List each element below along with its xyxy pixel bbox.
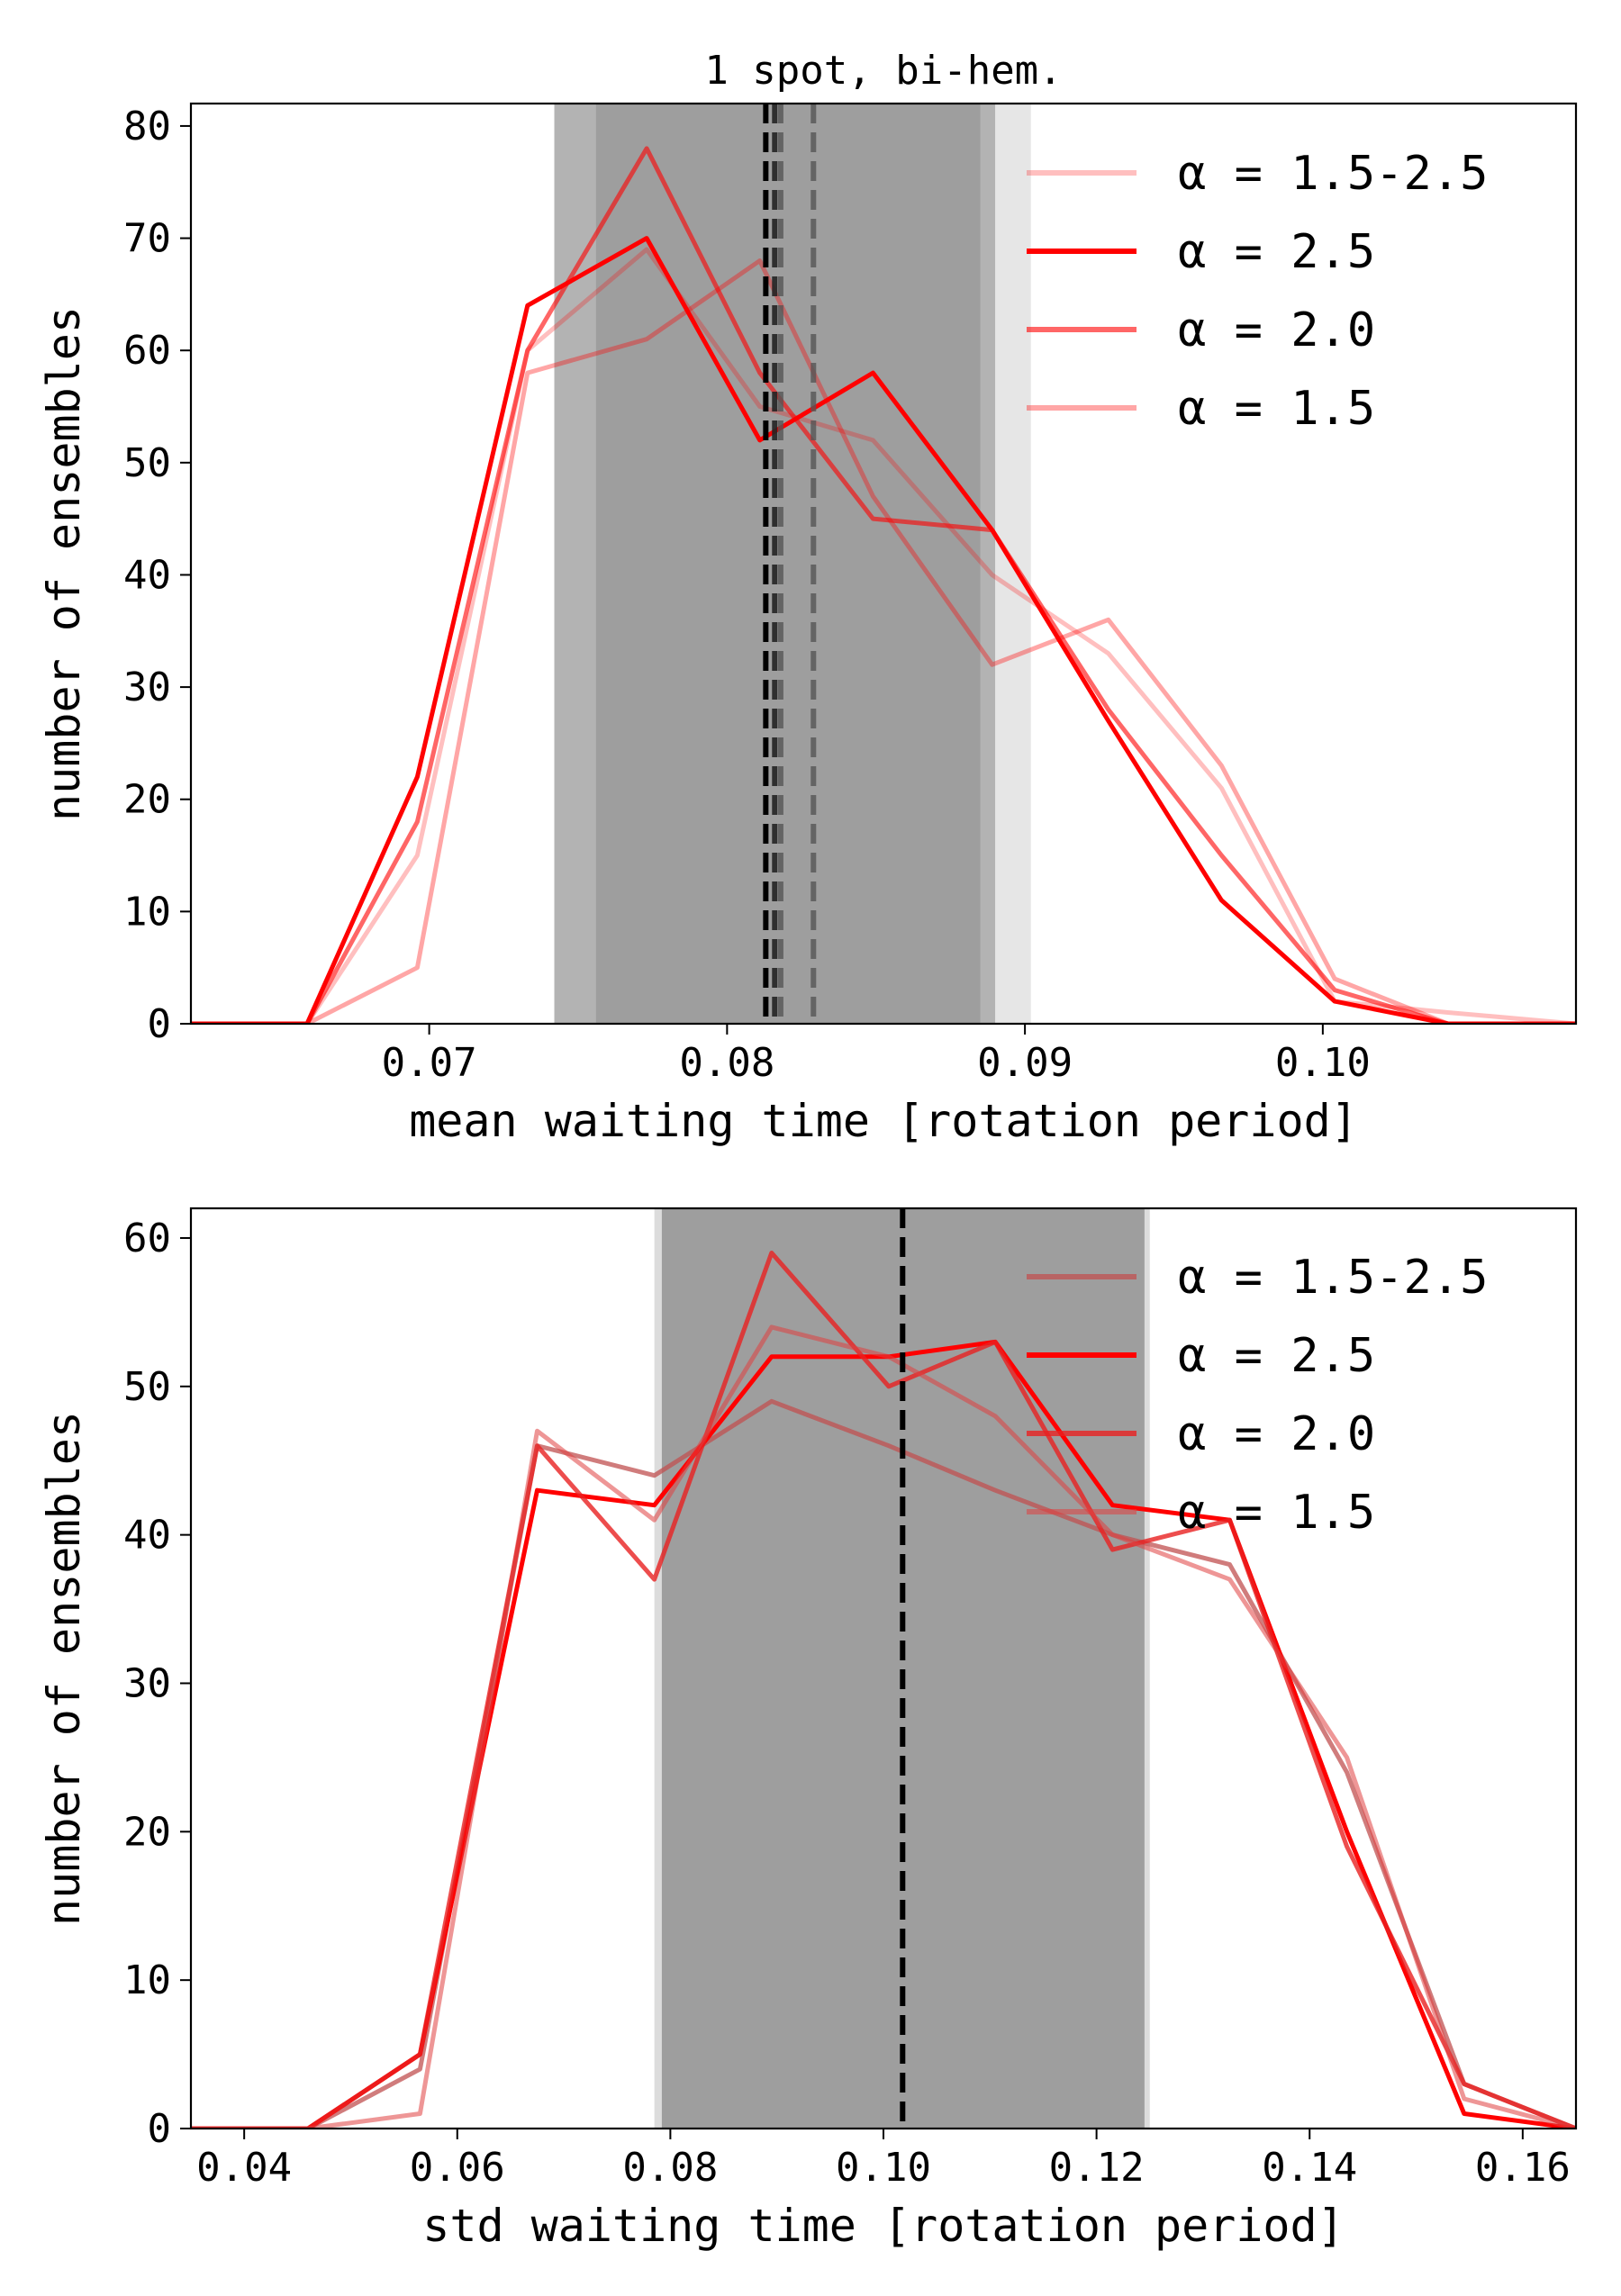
top-xtick-label-3: 0.10 — [1275, 1040, 1371, 1086]
top-y-axis-label: number of ensembles — [38, 306, 90, 821]
top-legend-label-1: α = 2.5 — [1178, 225, 1375, 279]
top-band-2 — [595, 104, 981, 1024]
top-xtick-label-0: 0.07 — [382, 1040, 477, 1086]
bottom-y-axis-label: number of ensembles — [38, 1411, 90, 1926]
top-xtick-label-1: 0.08 — [679, 1040, 774, 1086]
bottom-ytick-label-1: 10 — [123, 1957, 171, 2003]
bottom-ytick-label-3: 30 — [123, 1660, 171, 1706]
top-ytick-label-0: 0 — [148, 1001, 172, 1047]
top-ytick-label-8: 80 — [123, 104, 171, 149]
top-x-axis-label: mean waiting time [rotation period] — [409, 1095, 1358, 1147]
top-series-line-2 — [191, 146, 1576, 1024]
bottom-ytick-label-5: 50 — [123, 1364, 171, 1410]
bottom-ytick-label-0: 0 — [148, 2106, 172, 2152]
top-ytick-label-5: 50 — [123, 440, 171, 486]
bottom-x-axis-label: std waiting time [rotation period] — [422, 2200, 1345, 2252]
bottom-chart: 0.04 0.06 0.08 0.10 0.12 0.14 0.16 0 10 20 30 40 50 6… — [38, 1207, 1578, 2252]
top-ytick-label-6: 60 — [123, 328, 171, 374]
bottom-xtick-label-3: 0.10 — [836, 2145, 931, 2191]
top-chart-title: 1 spot, bi-hem. — [704, 48, 1062, 94]
top-legend-label-2: α = 2.0 — [1178, 303, 1375, 357]
bottom-legend-label-1: α = 2.5 — [1178, 1329, 1375, 1383]
bottom-plot-area — [191, 1208, 1576, 2129]
bottom-xtick-label-4: 0.12 — [1049, 2145, 1145, 2191]
top-axes-frame — [189, 102, 1578, 1026]
bottom-series-line-3 — [191, 1324, 1576, 2129]
bottom-xtick-label-1: 0.06 — [410, 2145, 505, 2191]
top-ytick-label-3: 30 — [123, 664, 171, 710]
bottom-legend-label-2: α = 2.0 — [1178, 1407, 1375, 1461]
bottom-ytick-label-2: 20 — [123, 1809, 171, 1855]
top-xtick-label-2: 0.09 — [977, 1040, 1073, 1086]
top-ytick-label-2: 20 — [123, 777, 171, 823]
bottom-legend-label-0: α = 1.5-2.5 — [1178, 1251, 1488, 1305]
bottom-ytick-label-4: 40 — [123, 1513, 171, 1559]
bottom-legend-label-3: α = 1.5 — [1178, 1486, 1375, 1540]
bottom-series-line-0 — [191, 1398, 1576, 2129]
bottom-xtick-label-2: 0.08 — [622, 2145, 718, 2191]
top-ytick-label-1: 10 — [123, 889, 171, 935]
bottom-xtick-label-5: 0.14 — [1262, 2145, 1357, 2191]
bottom-xtick-label-6: 0.16 — [1475, 2145, 1571, 2191]
top-plot-area — [191, 104, 1576, 1024]
bottom-ytick-label-6: 60 — [123, 1216, 171, 1261]
top-legend-label-3: α = 1.5 — [1178, 382, 1375, 436]
bottom-xtick-label-0: 0.04 — [196, 2145, 292, 2191]
bottom-series-line-2 — [191, 1251, 1576, 2129]
top-ytick-label-7: 70 — [123, 216, 171, 262]
top-chart: 0.07 0.08 0.09 0.10 0 10 20 30 40 50 60 70 80 mean wa… — [38, 48, 1578, 1147]
top-ytick-label-4: 40 — [123, 552, 171, 598]
top-series-line-1 — [191, 236, 1576, 1024]
top-series-line-3 — [191, 258, 1576, 1024]
top-legend-label-0: α = 1.5-2.5 — [1178, 147, 1488, 201]
